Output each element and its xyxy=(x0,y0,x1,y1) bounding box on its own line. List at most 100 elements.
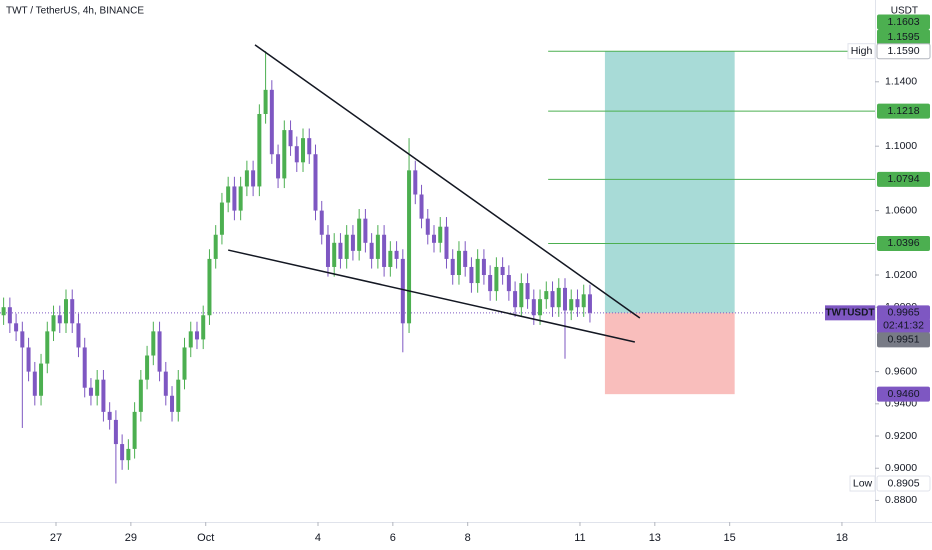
y-tick-label: 1.1400 xyxy=(885,76,917,88)
level-label: 1.1590 xyxy=(887,45,919,57)
low-tag: Low xyxy=(853,477,873,489)
candle-body xyxy=(51,315,56,332)
y-tick-label: 1.0200 xyxy=(885,269,917,281)
candle-body xyxy=(251,170,256,187)
y-tick-label: 1.0600 xyxy=(885,204,917,216)
candle-body xyxy=(26,347,31,372)
x-tick-label: 6 xyxy=(390,532,396,544)
level-label-bg xyxy=(877,103,930,119)
candle-body xyxy=(481,258,486,276)
candle-body xyxy=(70,299,75,324)
y-tick-label: 0.9000 xyxy=(885,462,917,474)
candle-body xyxy=(556,287,561,308)
price-label: 0.9965 xyxy=(887,307,919,319)
candle-body xyxy=(357,218,362,251)
candle-body xyxy=(375,234,380,259)
x-tick-label: 27 xyxy=(50,532,62,544)
candle-body xyxy=(338,242,343,259)
candle-body xyxy=(319,210,324,235)
candle-body xyxy=(63,299,68,324)
candle-body xyxy=(188,331,193,348)
chart-title: TWT / TetherUS, 4h, BINANCE xyxy=(6,6,144,17)
x-tick-label: 15 xyxy=(724,532,736,544)
x-tick-label: 11 xyxy=(574,532,585,544)
candle-body xyxy=(207,258,212,316)
trendline xyxy=(254,44,641,319)
level-label-bg xyxy=(876,43,931,60)
candle-body xyxy=(145,355,150,380)
candle-body xyxy=(182,347,187,380)
candle-body xyxy=(531,299,536,316)
x-tick-label: Oct xyxy=(197,532,214,544)
candle-body xyxy=(238,186,243,211)
candle-body xyxy=(163,371,168,396)
y-tick-label: 1.1000 xyxy=(885,140,917,152)
low-label: 0.8905 xyxy=(887,477,919,489)
candle-body xyxy=(263,89,268,114)
candle-body xyxy=(382,234,387,267)
x-tick-label: 13 xyxy=(649,532,661,544)
candle-body xyxy=(519,283,524,308)
price-label-bg xyxy=(877,305,930,321)
x-tick-label: 29 xyxy=(125,532,137,544)
candle-body xyxy=(288,130,293,147)
symbol-tag-bg xyxy=(825,305,875,321)
candle-body xyxy=(513,291,518,308)
candle-body xyxy=(400,258,405,324)
candle-body xyxy=(20,331,25,348)
candle-body xyxy=(569,299,574,311)
candle-body xyxy=(350,234,355,251)
candle-body xyxy=(101,379,106,412)
candle-body xyxy=(194,331,199,340)
level-label-bg xyxy=(877,235,930,251)
price-label: 1.1603 xyxy=(887,16,919,28)
candle-body xyxy=(113,419,118,445)
candle-body xyxy=(463,250,468,267)
candle-body xyxy=(575,299,580,308)
candle-body xyxy=(269,89,274,155)
candle-body xyxy=(469,266,474,284)
candle-body xyxy=(107,411,112,420)
candle-body xyxy=(176,379,181,412)
candle-body xyxy=(562,287,567,311)
candle-body xyxy=(45,331,50,364)
candle-body xyxy=(407,170,412,324)
countdown: 02:41:32 xyxy=(883,320,924,332)
candle-body xyxy=(506,275,511,292)
candle-body xyxy=(587,294,592,313)
candle-body xyxy=(170,395,175,412)
tag-bg xyxy=(847,43,876,60)
y-tick-label: 0.9600 xyxy=(885,365,917,377)
candle-body xyxy=(525,283,530,300)
candle-body xyxy=(14,323,19,332)
candle-body xyxy=(282,130,287,179)
candle-body xyxy=(39,363,44,396)
price-label-bg xyxy=(877,332,930,348)
level-tag: High xyxy=(851,45,873,57)
candle-body xyxy=(301,138,306,163)
level-label: 1.1218 xyxy=(887,105,919,117)
candle-body xyxy=(126,448,131,461)
candle-body xyxy=(307,138,312,155)
x-tick-label: 18 xyxy=(836,532,848,544)
candle-body xyxy=(1,307,6,316)
candle-body xyxy=(76,323,81,348)
candle-body xyxy=(120,444,125,461)
level-label: 1.0396 xyxy=(887,237,919,249)
candle-body xyxy=(213,234,218,259)
candle-body xyxy=(500,266,505,276)
candle-body xyxy=(313,154,318,211)
candle-body xyxy=(432,234,437,243)
profit-zone xyxy=(604,51,735,313)
candle-body xyxy=(157,331,162,372)
candle-body xyxy=(388,250,393,267)
low-label-bg xyxy=(876,475,931,492)
candle-body xyxy=(32,371,37,396)
candle-body xyxy=(344,234,349,259)
candle-body xyxy=(438,226,443,243)
candle-body xyxy=(138,379,143,412)
candle-body xyxy=(450,258,455,276)
y-tick-label: 0.8800 xyxy=(885,494,917,506)
price-label-bg xyxy=(877,14,930,30)
